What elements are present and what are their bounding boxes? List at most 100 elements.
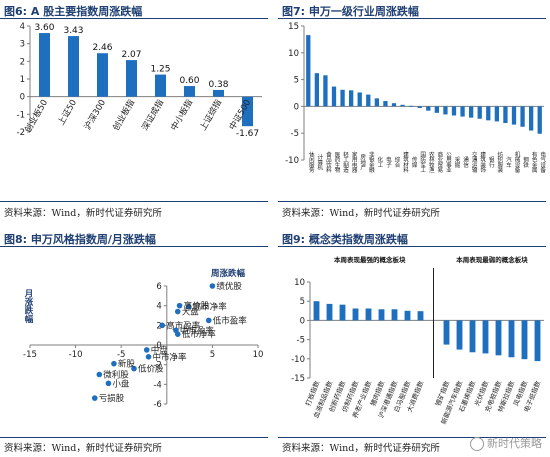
- bar-chart-a-share-indices: -2 -1 0 1 2 3 4 3.60 创业板50 3.43 上证50 2.46 沪深300 2.07 创…: [17, 22, 262, 139]
- x-tick-label: 化工: [376, 156, 383, 168]
- point-label: 微利股: [103, 370, 129, 381]
- point-label: 高市盈率: [166, 320, 201, 331]
- x-tick-label: 农林牧渔: [428, 151, 435, 175]
- x-tick-label: 汽车: [505, 156, 512, 169]
- x-tick-label: 电气设备: [539, 151, 546, 175]
- x-axis-title: 周涨跌幅: [211, 268, 246, 279]
- bar: [537, 106, 542, 134]
- source-note: 资料来源：Wind，新时代证券研究所: [282, 208, 440, 219]
- bar: [96, 53, 109, 97]
- x-tick-label: 沪深300: [82, 98, 108, 132]
- bar: [511, 106, 517, 125]
- y-tick-label: 5: [294, 76, 299, 86]
- y-tick-label: 3: [20, 40, 25, 50]
- point-label: 高市净率: [193, 302, 228, 313]
- point-label: 小盘: [112, 378, 130, 389]
- scatter-point: [96, 371, 103, 378]
- data-label: 0.60: [179, 76, 199, 86]
- scatter-point: [209, 283, 216, 289]
- point-label: 新股: [118, 359, 136, 370]
- x-tick-label: 通信: [462, 156, 469, 169]
- source-rule: [0, 201, 268, 202]
- y-tick-label: -1: [17, 110, 25, 120]
- point-label: 亏损股: [99, 393, 125, 404]
- y-tick-label: -6: [153, 400, 161, 410]
- x-tick-label: 有色金属: [531, 151, 538, 175]
- bar: [404, 310, 411, 321]
- scatter-point: [145, 354, 152, 360]
- x-tick-label: 计算机: [316, 153, 323, 171]
- bar: [529, 106, 534, 131]
- x-tick-label: 休闲服务: [308, 151, 315, 175]
- x-tick-label: 交通运输: [471, 151, 478, 175]
- chart-title: 图9: 概念类指数周涨跌幅: [282, 233, 408, 246]
- chart-panel-sw-industries: 图7: 申万一级行业周涨跌幅 -10 -5 0 5 10 15 休闲服务 计算机 食品饮料 医药生…: [278, 0, 550, 222]
- bar: [434, 106, 439, 113]
- x-tick-label: -5: [117, 350, 125, 360]
- point-label: 低价股: [138, 364, 164, 375]
- bar: [339, 304, 346, 321]
- x-tick-label: 商业贸易: [436, 151, 443, 175]
- x-tick-label: -10: [69, 350, 83, 360]
- y-tick-label: 15: [288, 22, 299, 32]
- bar: [426, 106, 431, 111]
- y-tick-label: 1: [20, 75, 25, 85]
- bar: [38, 33, 51, 97]
- title-rule: [278, 18, 546, 19]
- annotation: 本周表现最弱的概念板块: [456, 255, 528, 264]
- bar: [183, 86, 196, 97]
- bar: [460, 106, 465, 117]
- bar: [331, 86, 337, 107]
- scatter-point: [131, 365, 137, 372]
- y-tick-label: 5: [300, 297, 305, 307]
- x-tick-label: 医药生物: [334, 152, 341, 175]
- y-tick-label: -4: [153, 380, 161, 390]
- data-label: 3.43: [63, 26, 83, 36]
- chart-panel-sw-style-indices: 图8: 申万风格指数周/月涨跌幅 -15 -10 -5 5 10 -6 -4 -2 0 2 4 6 周涨…: [0, 228, 272, 457]
- bar: [306, 35, 311, 107]
- scatter-point: [111, 360, 117, 367]
- point-label: 大盘: [182, 307, 200, 318]
- chart-title: 图6: A 股主要指数周涨跌幅: [4, 5, 143, 18]
- y-tick-label: -15: [291, 374, 305, 384]
- bar: [417, 106, 422, 109]
- x-tick-label: 创业板指: [111, 97, 138, 132]
- bar: [241, 96, 254, 127]
- x-tick-label: 创业板50: [22, 98, 50, 135]
- bar: [400, 104, 405, 107]
- x-tick-label: 食品饮料: [325, 151, 332, 175]
- data-label: 3.60: [34, 23, 54, 33]
- y-tick-label: -2: [17, 128, 25, 138]
- y-tick-label: 4: [156, 302, 161, 312]
- x-tick-label: 5: [210, 350, 215, 360]
- bar: [366, 94, 371, 107]
- bar: [443, 320, 450, 345]
- bar: [357, 92, 362, 107]
- data-label: -1.67: [236, 129, 259, 139]
- source-rule: [0, 437, 268, 438]
- bar: [521, 320, 528, 360]
- x-tick-label: 轻工制造: [342, 151, 349, 175]
- bar: [469, 106, 474, 118]
- bar: [67, 36, 80, 97]
- bar: [352, 308, 359, 321]
- source-note: 资料来源：Wind，新时代证券研究所: [282, 443, 440, 454]
- y-tick-label: 0: [156, 341, 161, 351]
- bar: [482, 320, 489, 354]
- y-tick-label: -5: [297, 336, 305, 346]
- chart-title: 图7: 申万一级行业周涨跌幅: [282, 5, 419, 18]
- annotation: 本周表现最强的概念板块: [334, 255, 406, 264]
- chart-title: 图8: 申万风格指数周/月涨跌幅: [4, 233, 156, 246]
- x-tick-label: 银行: [488, 156, 495, 169]
- source-note: 资料来源：Wind，新时代证券研究所: [4, 208, 162, 219]
- x-tick-label: 中小板指: [169, 97, 196, 132]
- point-label: 中盘: [151, 345, 169, 356]
- bar: [391, 103, 397, 107]
- y-tick-label: 0: [300, 316, 305, 326]
- scatter-point: [174, 331, 181, 337]
- data-label: 2.07: [121, 50, 141, 60]
- title-rule: [0, 246, 268, 247]
- data-label: 0.38: [208, 80, 228, 90]
- watermark: 新时代策略: [470, 435, 542, 451]
